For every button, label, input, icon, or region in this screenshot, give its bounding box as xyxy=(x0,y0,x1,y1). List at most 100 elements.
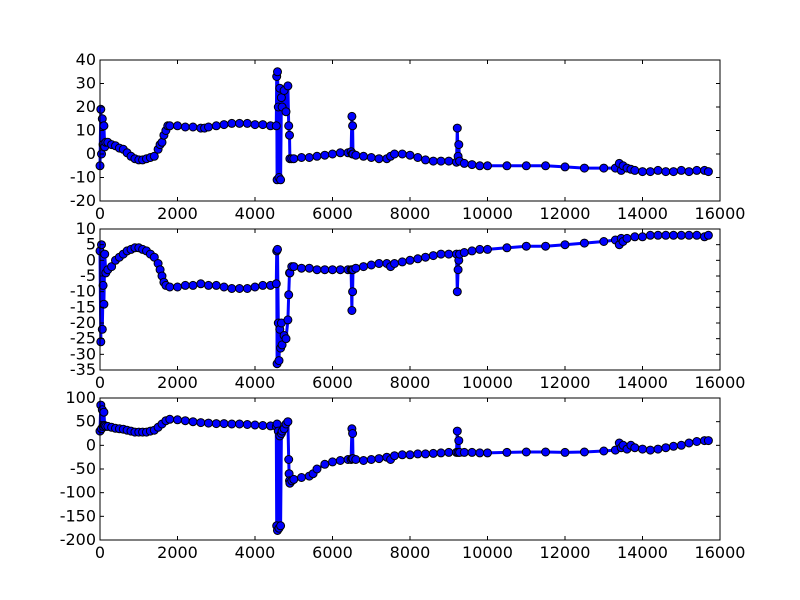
y-tick-label: -20 xyxy=(70,313,96,332)
x-tick-label: 4000 xyxy=(235,204,276,223)
y-tick-label: 0 xyxy=(86,250,96,269)
y-tick-label: -10 xyxy=(70,168,96,187)
data-point xyxy=(297,473,306,482)
x-tick-label: 8000 xyxy=(390,204,431,223)
data-point xyxy=(502,243,512,253)
data-point xyxy=(204,122,213,132)
data-point xyxy=(211,280,221,290)
data-point xyxy=(284,290,294,300)
data-point xyxy=(328,457,337,467)
data-point xyxy=(304,153,314,162)
x-tick-label: 12000 xyxy=(540,204,591,223)
data-point xyxy=(436,249,446,259)
data-point xyxy=(428,251,438,261)
data-point xyxy=(669,167,678,177)
x-tick-label: 2000 xyxy=(157,543,198,562)
data-point xyxy=(366,260,376,270)
data-point xyxy=(335,265,345,275)
y-tick-label: 10 xyxy=(76,219,96,238)
data-point xyxy=(165,414,175,424)
y-tick-label: 10 xyxy=(76,121,96,140)
data-point xyxy=(521,447,531,457)
subplot-1: 0 2000 4000 6000 8000 10000 12000 14000 16000 -20… xyxy=(70,50,746,223)
data-point xyxy=(258,120,268,130)
data-point xyxy=(454,436,464,446)
data-point xyxy=(599,446,609,456)
data-point xyxy=(351,263,361,273)
data-point xyxy=(397,257,407,267)
data-point xyxy=(459,248,469,257)
data-point xyxy=(454,140,464,150)
data-point xyxy=(274,356,284,366)
data-point xyxy=(328,149,337,159)
data-point xyxy=(188,417,198,427)
x-tick-label: 8000 xyxy=(390,543,431,562)
data-point xyxy=(436,156,446,166)
data-point xyxy=(297,153,306,162)
data-point xyxy=(204,418,213,428)
data-point xyxy=(281,334,291,344)
data-point xyxy=(390,451,399,461)
data-point xyxy=(180,416,190,426)
data-point xyxy=(502,447,512,457)
data-point xyxy=(541,241,551,251)
data-point xyxy=(204,280,213,290)
data-point xyxy=(335,456,345,465)
data-point xyxy=(297,263,306,273)
data-point xyxy=(227,419,237,429)
data-point xyxy=(283,417,293,427)
data-point xyxy=(320,265,330,275)
data-point xyxy=(397,450,407,460)
x-tick-label: 0 xyxy=(95,543,105,562)
data-point xyxy=(258,280,268,290)
x-tick-label: 12000 xyxy=(540,373,591,392)
subplot-2: 0 2000 4000 6000 8000 10000 12000 14000 16000 -35… xyxy=(70,219,746,392)
data-point xyxy=(661,167,671,177)
data-point xyxy=(475,244,485,254)
data-point xyxy=(348,429,358,438)
data-point xyxy=(374,154,384,164)
x-tick-label: 10000 xyxy=(462,543,513,562)
data-point xyxy=(630,443,640,453)
data-point xyxy=(397,149,407,159)
data-point xyxy=(374,259,384,268)
axes-frame xyxy=(99,228,721,371)
x-tick-label: 16000 xyxy=(695,204,746,223)
data-point xyxy=(366,153,376,162)
data-point xyxy=(684,230,694,240)
x-tick-label: 0 xyxy=(95,373,105,392)
data-point xyxy=(669,230,678,240)
y-tick-label: -50 xyxy=(70,459,96,478)
x-tick-label: 14000 xyxy=(617,204,668,223)
data-point xyxy=(661,443,671,453)
data-point xyxy=(165,121,175,131)
data-point xyxy=(467,160,477,170)
y-tick-label: -20 xyxy=(70,191,96,210)
data-point xyxy=(676,440,686,450)
x-tick-label: 4000 xyxy=(235,543,276,562)
data-point xyxy=(669,441,678,451)
data-point xyxy=(502,161,512,171)
data-point xyxy=(645,167,655,177)
data-point xyxy=(684,438,694,448)
data-point xyxy=(227,284,237,293)
x-tick-label: 6000 xyxy=(312,204,353,223)
data-point xyxy=(149,151,159,161)
data-point xyxy=(180,122,190,132)
x-tick-label: 8000 xyxy=(390,373,431,392)
data-point xyxy=(428,156,438,166)
data-point xyxy=(405,255,415,265)
data-point xyxy=(459,447,469,457)
data-point xyxy=(165,282,175,292)
data-point xyxy=(283,315,293,325)
data-point xyxy=(444,447,454,457)
data-point xyxy=(453,265,463,275)
data-point xyxy=(483,448,492,458)
x-tick-label: 12000 xyxy=(540,543,591,562)
data-point xyxy=(219,419,229,429)
data-point xyxy=(599,163,609,173)
data-point xyxy=(421,449,430,459)
data-point xyxy=(676,165,686,175)
x-tick-label: 16000 xyxy=(695,543,746,562)
data-point xyxy=(579,163,589,173)
